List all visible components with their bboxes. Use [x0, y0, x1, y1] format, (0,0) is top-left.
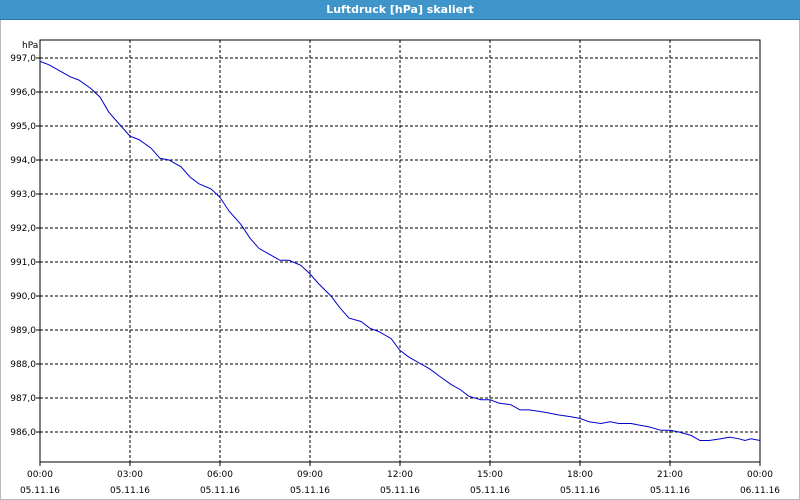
x-tick-time: 00:00: [27, 470, 53, 480]
chart-title-bar: Luftdruck [hPa] skaliert: [0, 0, 800, 20]
y-tick-label: 989,0: [10, 326, 36, 336]
x-tick-date: 05.11.16: [290, 486, 330, 496]
x-tick-time: 15:00: [477, 470, 503, 480]
x-tick-date: 05.11.16: [110, 486, 150, 496]
y-tick-label: 987,0: [10, 394, 36, 404]
x-tick-time: 21:00: [657, 470, 683, 480]
y-tick-label: 988,0: [10, 360, 36, 370]
x-tick-time: 12:00: [387, 470, 413, 480]
x-tick-date: 05.11.16: [380, 486, 420, 496]
x-tick-time: 00:00: [747, 470, 773, 480]
y-tick-label: 994,0: [10, 156, 36, 166]
y-tick-label: 997,0: [10, 54, 36, 64]
y-tick-label: 991,0: [10, 258, 36, 268]
y-tick-label: 992,0: [10, 224, 36, 234]
y-axis-label: hPa: [22, 41, 38, 51]
x-tick-time: 18:00: [567, 470, 593, 480]
x-tick-date: 05.11.16: [560, 486, 600, 496]
x-tick-date: 05.11.16: [200, 486, 240, 496]
y-tick-label: 993,0: [10, 190, 36, 200]
x-tick-time: 06:00: [207, 470, 233, 480]
chart-title: Luftdruck [hPa] skaliert: [326, 3, 474, 16]
y-tick-label: 986,0: [10, 428, 36, 438]
y-tick-label: 990,0: [10, 292, 36, 302]
x-tick-date: 05.11.16: [470, 486, 510, 496]
x-tick-date: 06.11.16: [740, 486, 780, 496]
x-tick-time: 03:00: [117, 470, 143, 480]
pressure-series-line: [39, 60, 761, 442]
x-tick-time: 09:00: [297, 470, 323, 480]
y-tick-label: 995,0: [10, 122, 36, 132]
y-tick-label: 996,0: [10, 88, 36, 98]
x-tick-date: 05.11.16: [20, 486, 60, 496]
x-tick-date: 05.11.16: [650, 486, 690, 496]
